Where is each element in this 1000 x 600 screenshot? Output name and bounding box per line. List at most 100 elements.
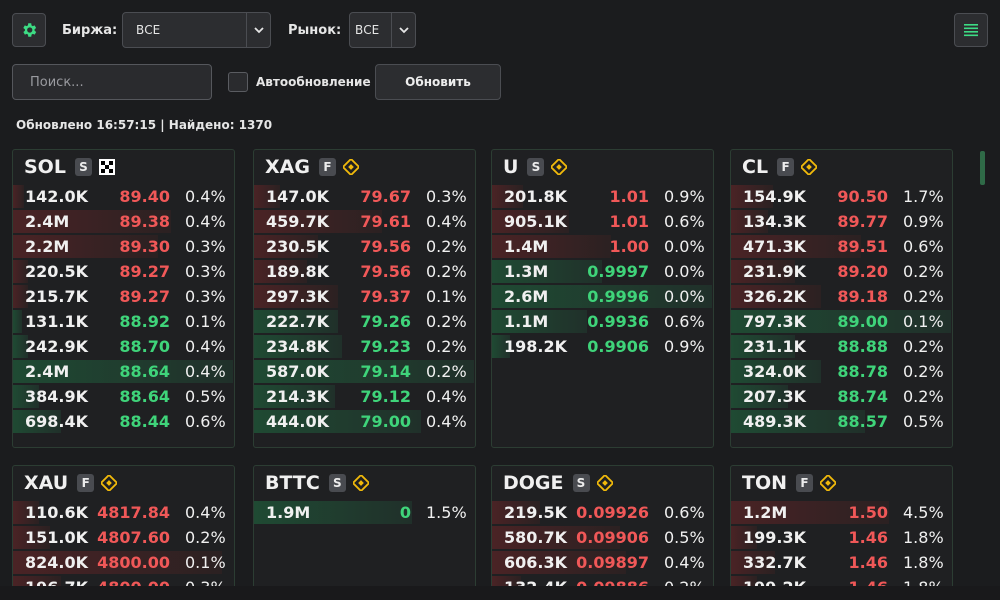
percent-value: 0.4% (185, 212, 226, 231)
search-input[interactable] (12, 64, 212, 100)
orderbook-row[interactable]: 207.3K 88.74 0.2% (731, 384, 952, 409)
orderbook-row[interactable]: 154.9K 90.50 1.7% (731, 184, 952, 209)
price-value: 79.12 (360, 387, 411, 406)
orderbook-row[interactable]: 332.7K 1.46 1.8% (731, 550, 952, 575)
volume-value: 147.0K (266, 187, 330, 206)
orderbook-row[interactable]: 797.3K 89.00 0.1% (731, 309, 952, 334)
orderbook-row[interactable]: 234.8K 79.23 0.2% (254, 334, 475, 359)
percent-value: 0.9% (903, 212, 944, 231)
percent-value: 0.1% (185, 553, 226, 572)
orderbook-row[interactable]: 384.9K 88.64 0.5% (13, 384, 234, 409)
auto-refresh-checkbox[interactable] (228, 72, 248, 92)
volume-bar (254, 501, 412, 524)
orderbook-row[interactable]: 231.1K 88.88 0.2% (731, 334, 952, 359)
orderbook-row[interactable]: 110.6K 4817.84 0.4% (13, 500, 234, 525)
percent-value: 0.6% (664, 312, 705, 331)
volume-value: 1.3M (504, 262, 549, 281)
volume-value: 231.9K (743, 262, 807, 281)
volume-value: 230.5K (266, 237, 330, 256)
orderbook-row[interactable]: 222.7K 79.26 0.2% (254, 309, 475, 334)
volume-bar (731, 335, 795, 358)
orderbook-row[interactable]: 151.0K 4807.60 0.2% (13, 525, 234, 550)
orderbook-row[interactable]: 219.5K 0.09926 0.6% (492, 500, 713, 525)
orderbook-row[interactable]: 580.7K 0.09906 0.5% (492, 525, 713, 550)
orderbook-row[interactable]: 230.5K 79.56 0.2% (254, 234, 475, 259)
price-value: 79.14 (360, 362, 411, 381)
orderbook-row[interactable]: 1.9M 0 1.5% (254, 500, 475, 525)
price-value: 88.78 (837, 362, 888, 381)
orderbook-row[interactable]: 324.0K 88.78 0.2% (731, 359, 952, 384)
orderbook-row[interactable]: 905.1K 1.01 0.6% (492, 209, 713, 234)
market-card-sol[interactable]: SOL S 142.0K 89.40 0.4% 2.4M 89.38 0.4% 2.2M 89.3… (12, 149, 235, 448)
orderbook-row[interactable]: 220.5K 89.27 0.3% (13, 259, 234, 284)
volume-bar (254, 410, 421, 433)
price-value: 4800.00 (97, 553, 170, 572)
menu-button[interactable] (954, 13, 988, 47)
orderbook-row[interactable]: 326.2K 89.18 0.2% (731, 284, 952, 309)
orderbook-row[interactable]: 2.2M 89.30 0.3% (13, 234, 234, 259)
price-value: 88.57 (837, 412, 888, 431)
volume-value: 215.7K (25, 287, 89, 306)
horizontal-scrollbar[interactable] (0, 586, 1000, 600)
volume-bar (492, 501, 540, 524)
price-value: 0 (399, 503, 411, 522)
orderbook-row[interactable]: 199.3K 1.46 1.8% (731, 525, 952, 550)
orderbook-row[interactable]: 215.7K 89.27 0.3% (13, 284, 234, 309)
orderbook-row[interactable]: 189.8K 79.56 0.2% (254, 259, 475, 284)
orderbook-row[interactable]: 147.0K 79.67 0.3% (254, 184, 475, 209)
volume-value: 1.2M (743, 503, 788, 522)
orderbook-row[interactable]: 214.3K 79.12 0.4% (254, 384, 475, 409)
orderbook-row[interactable]: 198.2K 0.9906 0.9% (492, 334, 713, 359)
market-type-badge: F (318, 158, 336, 176)
orderbook-row[interactable]: 142.0K 89.40 0.4% (13, 184, 234, 209)
scrollbar-thumb[interactable] (980, 151, 985, 185)
orderbook-row[interactable]: 1.3M 0.9997 0.0% (492, 259, 713, 284)
volume-bar (731, 385, 788, 408)
market-type-badge: F (77, 474, 95, 492)
price-value: 89.30 (119, 237, 170, 256)
orderbook-row[interactable]: 606.3K 0.09897 0.4% (492, 550, 713, 575)
price-value: 89.40 (119, 187, 170, 206)
volume-bar (254, 210, 382, 233)
volume-value: 154.9K (743, 187, 807, 206)
orderbook-row[interactable]: 459.7K 79.61 0.4% (254, 209, 475, 234)
settings-button[interactable] (12, 13, 46, 47)
orderbook-row[interactable]: 242.9K 88.70 0.4% (13, 334, 234, 359)
orderbook-row[interactable]: 201.8K 1.01 0.9% (492, 184, 713, 209)
percent-value: 0.4% (185, 503, 226, 522)
orderbook-row[interactable]: 2.6M 0.9996 0.0% (492, 284, 713, 309)
volume-bar (254, 235, 318, 258)
market-select[interactable]: ВСЕ (349, 12, 416, 48)
exchange-select[interactable]: ВСЕ (122, 12, 271, 48)
orderbook-row[interactable]: 1.2M 1.50 4.5% (731, 500, 952, 525)
orderbook-row[interactable]: 131.1K 88.92 0.1% (13, 309, 234, 334)
market-card-doge[interactable]: DOGE S 219.5K 0.09926 0.6% 580.7K 0.09906 0.5% 6… (491, 465, 714, 600)
orderbook-row[interactable]: 471.3K 89.51 0.6% (731, 234, 952, 259)
price-value: 89.27 (119, 262, 170, 281)
orderbook-row[interactable]: 824.0K 4800.00 0.1% (13, 550, 234, 575)
orderbook-row[interactable]: 489.3K 88.57 0.5% (731, 409, 952, 434)
volume-value: 234.8K (266, 337, 330, 356)
percent-value: 4.5% (903, 503, 944, 522)
refresh-button[interactable]: Обновить (375, 64, 501, 100)
market-card-bttc[interactable]: BTTC S 1.9M 0 1.5% (253, 465, 476, 600)
market-card-cl[interactable]: CL F 154.9K 90.50 1.7% 134.3K 89.77 0.9% 471.3K 8… (730, 149, 953, 448)
price-value: 1.01 (609, 212, 649, 231)
market-card-u[interactable]: U S 201.8K 1.01 0.9% 905.1K 1.01 0.6% 1.4M 1.00 0.… (491, 149, 714, 448)
volume-value: 214.3K (266, 387, 330, 406)
volume-value: 134.3K (743, 212, 807, 231)
orderbook-row[interactable]: 2.4M 89.38 0.4% (13, 209, 234, 234)
orderbook-row[interactable]: 1.4M 1.00 0.0% (492, 234, 713, 259)
market-card-ton[interactable]: TON F 1.2M 1.50 4.5% 199.3K 1.46 1.8% 332.7K 1.46… (730, 465, 953, 600)
market-card-xau[interactable]: XAU F 110.6K 4817.84 0.4% 151.0K 4807.60 0.2% 82… (12, 465, 235, 600)
orderbook-row[interactable]: 698.4K 88.44 0.6% (13, 409, 234, 434)
orderbook-row[interactable]: 1.1M 0.9936 0.6% (492, 309, 713, 334)
orderbook-row[interactable]: 231.9K 89.20 0.2% (731, 259, 952, 284)
orderbook-row[interactable]: 444.0K 79.00 0.4% (254, 409, 475, 434)
orderbook-row[interactable]: 134.3K 89.77 0.9% (731, 209, 952, 234)
market-card-xag[interactable]: XAG F 147.0K 79.67 0.3% 459.7K 79.61 0.4% 230.5K… (253, 149, 476, 448)
orderbook-row[interactable]: 587.0K 79.14 0.2% (254, 359, 475, 384)
orderbook-row[interactable]: 297.3K 79.37 0.1% (254, 284, 475, 309)
orderbook-row[interactable]: 2.4M 88.64 0.4% (13, 359, 234, 384)
volume-bar (492, 310, 587, 333)
